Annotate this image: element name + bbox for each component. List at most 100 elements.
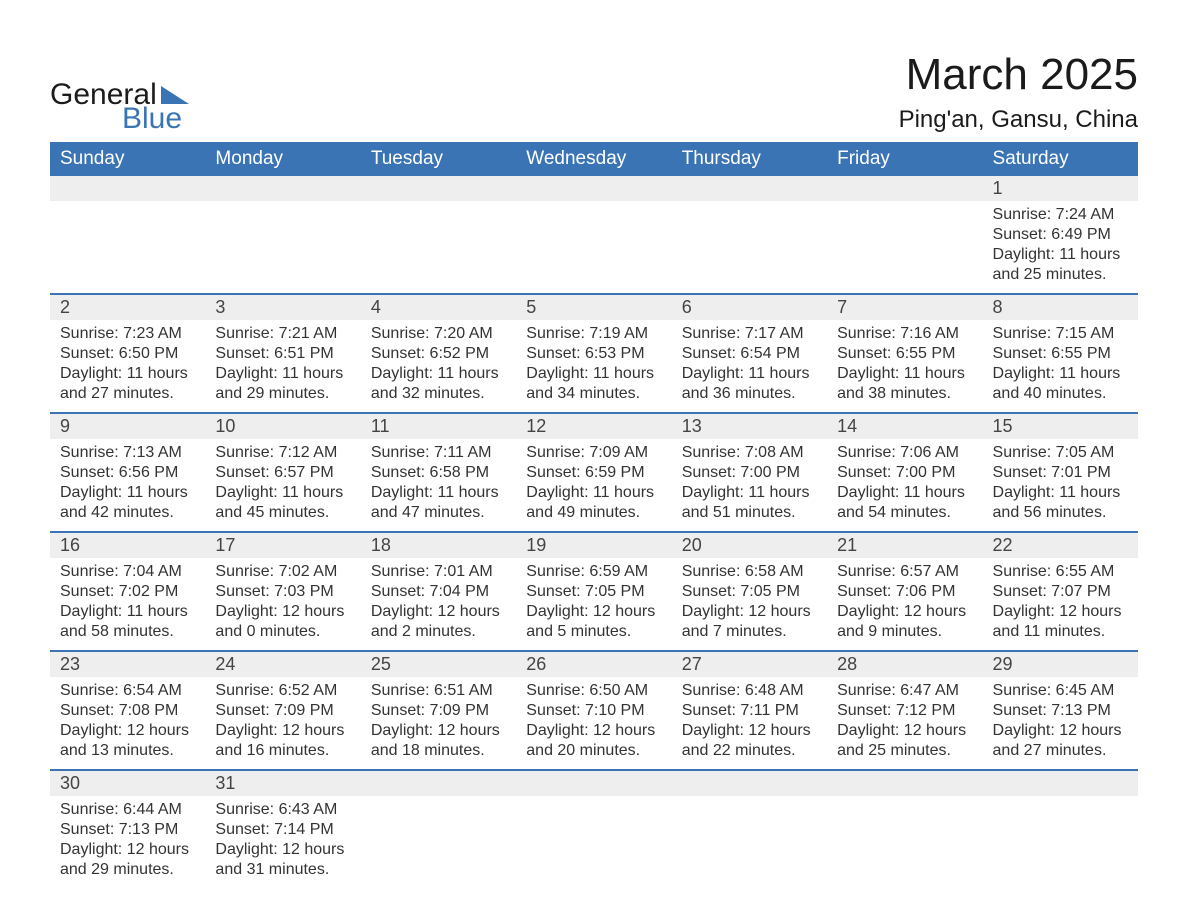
detail-row: Sunrise: 7:24 AMSunset: 6:49 PMDaylight:… xyxy=(50,201,1138,294)
day-detail-cell xyxy=(516,201,671,294)
day-detail-cell: Sunrise: 6:58 AMSunset: 7:05 PMDaylight:… xyxy=(672,558,827,651)
day2-text: and 5 minutes. xyxy=(526,622,661,642)
day-number-cell: 16 xyxy=(50,532,205,558)
day-detail-cell xyxy=(50,201,205,294)
day2-text: and 25 minutes. xyxy=(837,741,972,761)
day1-text: Daylight: 11 hours xyxy=(215,364,350,384)
day2-text: and 9 minutes. xyxy=(837,622,972,642)
day-detail-cell: Sunrise: 7:09 AMSunset: 6:59 PMDaylight:… xyxy=(516,439,671,532)
day2-text: and 18 minutes. xyxy=(371,741,506,761)
day-number-cell: 22 xyxy=(983,532,1138,558)
day-number-cell: 2 xyxy=(50,294,205,320)
day-detail-cell: Sunrise: 7:04 AMSunset: 7:02 PMDaylight:… xyxy=(50,558,205,651)
sunrise-text: Sunrise: 7:24 AM xyxy=(993,205,1128,225)
day1-text: Daylight: 11 hours xyxy=(993,245,1128,265)
day2-text: and 51 minutes. xyxy=(682,503,817,523)
sunrise-text: Sunrise: 7:17 AM xyxy=(682,324,817,344)
day1-text: Daylight: 11 hours xyxy=(371,483,506,503)
day-detail-cell: Sunrise: 6:47 AMSunset: 7:12 PMDaylight:… xyxy=(827,677,982,770)
day-number-cell xyxy=(205,176,360,201)
day-number-cell: 4 xyxy=(361,294,516,320)
day-number-cell: 18 xyxy=(361,532,516,558)
day-detail-cell: Sunrise: 7:19 AMSunset: 6:53 PMDaylight:… xyxy=(516,320,671,413)
day1-text: Daylight: 11 hours xyxy=(371,364,506,384)
sunrise-text: Sunrise: 7:13 AM xyxy=(60,443,195,463)
day-header-row: Sunday Monday Tuesday Wednesday Thursday… xyxy=(50,142,1138,176)
day2-text: and 40 minutes. xyxy=(993,384,1128,404)
day-header: Wednesday xyxy=(516,142,671,176)
sunrise-text: Sunrise: 7:12 AM xyxy=(215,443,350,463)
location: Ping'an, Gansu, China xyxy=(899,106,1138,134)
day1-text: Daylight: 11 hours xyxy=(60,483,195,503)
day1-text: Daylight: 12 hours xyxy=(526,602,661,622)
sunrise-text: Sunrise: 6:52 AM xyxy=(215,681,350,701)
sunset-text: Sunset: 7:05 PM xyxy=(526,582,661,602)
sunset-text: Sunset: 7:11 PM xyxy=(682,701,817,721)
day2-text: and 29 minutes. xyxy=(60,860,195,880)
day-detail-cell: Sunrise: 7:16 AMSunset: 6:55 PMDaylight:… xyxy=(827,320,982,413)
day2-text: and 54 minutes. xyxy=(837,503,972,523)
day-number-cell: 9 xyxy=(50,413,205,439)
sunrise-text: Sunrise: 7:21 AM xyxy=(215,324,350,344)
day-detail-cell xyxy=(205,201,360,294)
day1-text: Daylight: 12 hours xyxy=(993,721,1128,741)
day-number-cell: 8 xyxy=(983,294,1138,320)
day2-text: and 20 minutes. xyxy=(526,741,661,761)
daynum-row: 2345678 xyxy=(50,294,1138,320)
calendar-table: Sunday Monday Tuesday Wednesday Thursday… xyxy=(50,142,1138,888)
sunset-text: Sunset: 7:01 PM xyxy=(993,463,1128,483)
day2-text: and 42 minutes. xyxy=(60,503,195,523)
detail-row: Sunrise: 6:54 AMSunset: 7:08 PMDaylight:… xyxy=(50,677,1138,770)
sunset-text: Sunset: 7:00 PM xyxy=(682,463,817,483)
day1-text: Daylight: 12 hours xyxy=(682,602,817,622)
logo-word2: Blue xyxy=(122,104,189,134)
day-header: Thursday xyxy=(672,142,827,176)
day1-text: Daylight: 12 hours xyxy=(215,602,350,622)
day2-text: and 58 minutes. xyxy=(60,622,195,642)
day-detail-cell: Sunrise: 7:02 AMSunset: 7:03 PMDaylight:… xyxy=(205,558,360,651)
day-number-cell: 25 xyxy=(361,651,516,677)
day2-text: and 0 minutes. xyxy=(215,622,350,642)
day-detail-cell: Sunrise: 6:45 AMSunset: 7:13 PMDaylight:… xyxy=(983,677,1138,770)
day1-text: Daylight: 11 hours xyxy=(682,364,817,384)
sunrise-text: Sunrise: 7:09 AM xyxy=(526,443,661,463)
day-number-cell xyxy=(361,176,516,201)
day1-text: Daylight: 11 hours xyxy=(526,483,661,503)
day1-text: Daylight: 12 hours xyxy=(682,721,817,741)
sunrise-text: Sunrise: 6:55 AM xyxy=(993,562,1128,582)
day1-text: Daylight: 11 hours xyxy=(60,602,195,622)
sunset-text: Sunset: 7:05 PM xyxy=(682,582,817,602)
daynum-row: 1 xyxy=(50,176,1138,201)
day-number-cell: 14 xyxy=(827,413,982,439)
sunset-text: Sunset: 6:52 PM xyxy=(371,344,506,364)
day-detail-cell: Sunrise: 7:24 AMSunset: 6:49 PMDaylight:… xyxy=(983,201,1138,294)
day-detail-cell xyxy=(672,796,827,888)
day-number-cell: 31 xyxy=(205,770,360,796)
day-number-cell: 28 xyxy=(827,651,982,677)
logo: General Blue xyxy=(50,80,189,134)
sunrise-text: Sunrise: 7:05 AM xyxy=(993,443,1128,463)
daynum-row: 23242526272829 xyxy=(50,651,1138,677)
sunrise-text: Sunrise: 7:04 AM xyxy=(60,562,195,582)
day1-text: Daylight: 11 hours xyxy=(837,483,972,503)
day1-text: Daylight: 12 hours xyxy=(371,602,506,622)
day2-text: and 47 minutes. xyxy=(371,503,506,523)
day-detail-cell xyxy=(827,201,982,294)
sunrise-text: Sunrise: 6:59 AM xyxy=(526,562,661,582)
day1-text: Daylight: 12 hours xyxy=(215,840,350,860)
day-header: Friday xyxy=(827,142,982,176)
day2-text: and 2 minutes. xyxy=(371,622,506,642)
detail-row: Sunrise: 7:04 AMSunset: 7:02 PMDaylight:… xyxy=(50,558,1138,651)
sunrise-text: Sunrise: 6:48 AM xyxy=(682,681,817,701)
day-number-cell xyxy=(672,176,827,201)
daynum-row: 16171819202122 xyxy=(50,532,1138,558)
day-header: Tuesday xyxy=(361,142,516,176)
sunrise-text: Sunrise: 7:19 AM xyxy=(526,324,661,344)
month-title: March 2025 xyxy=(899,50,1138,100)
detail-row: Sunrise: 7:23 AMSunset: 6:50 PMDaylight:… xyxy=(50,320,1138,413)
sunrise-text: Sunrise: 6:54 AM xyxy=(60,681,195,701)
day-number-cell: 15 xyxy=(983,413,1138,439)
day1-text: Daylight: 11 hours xyxy=(993,483,1128,503)
sunset-text: Sunset: 6:59 PM xyxy=(526,463,661,483)
day2-text: and 13 minutes. xyxy=(60,741,195,761)
